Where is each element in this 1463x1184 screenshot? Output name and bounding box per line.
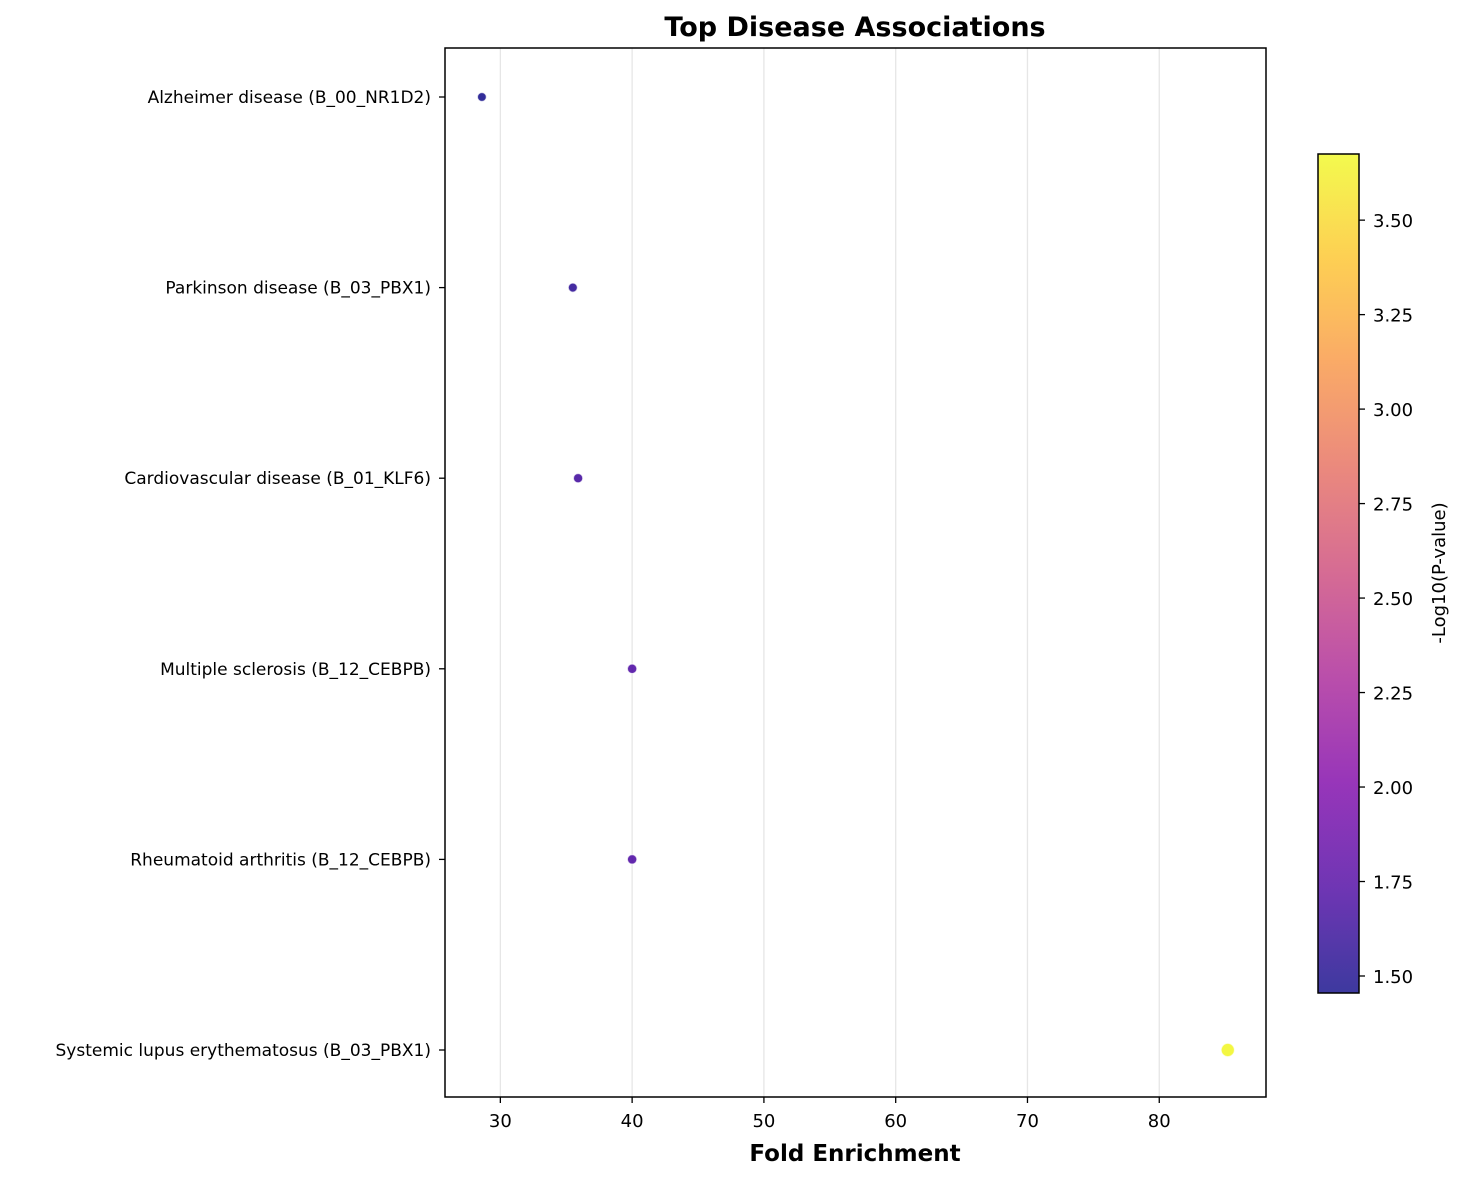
y-axis-ticks: Alzheimer disease (B_00_NR1D2) Parkinson …	[56, 88, 445, 1061]
colorbar-gradient	[1318, 154, 1359, 993]
colorbar: 1.50 1.75 2.00 2.25 2.50 2.75 3.00 3.25 3.50 -Lo…	[1317, 153, 1450, 994]
colorbar-tick-label: 2.50	[1373, 589, 1413, 610]
x-tick-label: 30	[489, 1111, 512, 1132]
colorbar-label: -Log10(P-value)	[1429, 502, 1450, 643]
points-layer	[476, 91, 1236, 1058]
x-tick-label: 80	[1148, 1111, 1171, 1132]
colorbar-frame	[1317, 153, 1360, 994]
colorbar-tick-label: 1.50	[1373, 967, 1413, 988]
data-point	[572, 472, 584, 484]
colorbar-tick-label: 2.25	[1373, 684, 1413, 705]
colorbar-ticks: 1.50 1.75 2.00 2.25 2.50 2.75 3.00 3.25 3.50	[1359, 211, 1413, 988]
colorbar-tick-label: 2.75	[1373, 495, 1413, 516]
data-point	[626, 854, 638, 865]
y-tick-label: Alzheimer disease (B_00_NR1D2)	[148, 88, 431, 108]
x-tick-label: 50	[752, 1111, 775, 1132]
x-tick-label: 70	[1016, 1111, 1039, 1132]
grid-layer	[499, 48, 1160, 1097]
y-tick-label: Multiple sclerosis (B_12_CEBPB)	[160, 660, 431, 680]
x-axis-label: Fold Enrichment	[749, 1141, 960, 1167]
data-point	[626, 663, 638, 675]
y-tick-label: Parkinson disease (B_03_PBX1)	[165, 279, 431, 299]
x-tick-label: 60	[884, 1111, 907, 1132]
colorbar-tick-label: 3.00	[1373, 400, 1413, 421]
y-tick-label: Rheumatoid arthritis (B_12_CEBPB)	[130, 850, 431, 870]
plot-frame	[444, 47, 1267, 1098]
chart-title: Top Disease Associations	[664, 12, 1045, 43]
x-tick-label: 40	[621, 1111, 644, 1132]
data-point	[476, 91, 487, 103]
colorbar-tick-label: 3.50	[1373, 211, 1413, 232]
data-point	[567, 282, 579, 293]
colorbar-tick-label: 1.75	[1373, 873, 1413, 894]
colorbar-tick-label: 2.00	[1373, 778, 1413, 799]
y-tick-label: Cardiovascular disease (B_01_KLF6)	[124, 469, 431, 489]
colorbar-tick-label: 3.25	[1373, 306, 1413, 327]
data-point	[1220, 1042, 1236, 1058]
y-tick-label: Systemic lupus erythematosus (B_03_PBX1)	[56, 1041, 431, 1061]
x-axis-ticks: 30 40 50 60 70 80	[489, 1097, 1171, 1132]
